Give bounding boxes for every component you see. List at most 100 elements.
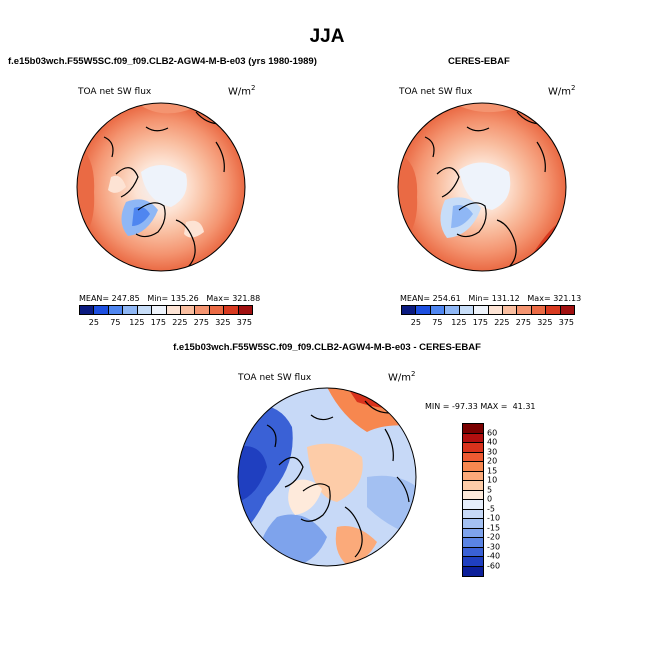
diff-field-greenland [288, 479, 322, 515]
model-colorbar-tick-label: 25 [88, 318, 99, 327]
diff-colorbar-tick-label: -15 [487, 523, 501, 532]
model-colorbar-tick-label: 325 [215, 318, 231, 327]
diff-colorbar-tick-label: 40 [487, 437, 498, 447]
diff-colorbar-box-6 [463, 481, 483, 491]
model-colorbar [79, 305, 253, 315]
model-polar-map [76, 102, 246, 272]
obs-colorbar-tick-label: 75 [432, 318, 443, 327]
diff-colorbar-tick-label: -40 [487, 551, 501, 561]
diff-field-warm-south [335, 526, 377, 565]
model-colorbar-box-7 [180, 306, 196, 314]
obs-colorbar-tick-label: 175 [472, 318, 488, 327]
obs-map-border [397, 102, 567, 272]
model-colorbar-tick-label: 75 [110, 318, 121, 327]
model-colorbar-tick-label: 275 [193, 318, 209, 327]
obs-colorbar-box-6 [488, 306, 503, 314]
diff-colorbar-box-4 [463, 462, 483, 472]
diff-colorbar-box-0 [463, 424, 483, 434]
obs-colorbar-box-8 [517, 306, 532, 314]
diff-field-cold-core [238, 446, 267, 502]
obs-colorbar-box-7 [502, 306, 518, 314]
model-colorbar-ticks: 25 75 125 175 225 275 325 375 [79, 318, 253, 328]
obs-colorbar-box-0 [402, 306, 417, 314]
model-map-border [76, 102, 246, 272]
diff-colorbar-box-7 [463, 490, 483, 500]
obs-colorbar-box-2 [430, 306, 446, 314]
model-coastlines [103, 111, 225, 268]
diff-colorbar-box-14 [463, 557, 483, 567]
figure-title: JJA [309, 26, 345, 47]
diff-colorbar [462, 423, 484, 577]
diff-colorbar-tick-label: -10 [487, 513, 501, 523]
model-panel-label: TOA net SW flux [78, 87, 152, 97]
obs-colorbar-box-10 [546, 306, 561, 314]
diff-colorbar-tick-label: 15 [487, 466, 498, 475]
diff-panel-subtitle: f.e15b03wch.F55W5SC.f09_f09.CLB2-AGW4-M-… [173, 342, 481, 353]
diff-colorbar-tick-label: 60 [487, 428, 498, 437]
model-panel-subtitle: f.e15b03wch.F55W5SC.f09_f09.CLB2-AGW4-M-… [8, 56, 317, 67]
obs-colorbar-box-5 [474, 306, 489, 314]
diff-colorbar-box-2 [463, 443, 483, 453]
diff-coastlines [266, 400, 410, 558]
model-colorbar-box-8 [195, 306, 210, 314]
obs-colorbar-box-9 [531, 306, 547, 314]
model-field-patch-1 [108, 175, 126, 193]
diff-colorbar-tick-label: 5 [487, 485, 493, 494]
diff-map-border [237, 387, 417, 567]
model-colorbar-box-10 [224, 306, 239, 314]
obs-panel-units: W/m2 [548, 84, 576, 98]
model-colorbar-tick-label: 125 [129, 318, 145, 327]
diff-field-warm-center [307, 443, 363, 502]
obs-coastlines [424, 111, 546, 268]
obs-field-greenland-core [451, 205, 473, 228]
model-field-arctic-core [141, 164, 187, 207]
obs-colorbar-tick-label: 375 [558, 318, 574, 327]
model-colorbar-box-6 [166, 306, 181, 314]
model-colorbar-box-0 [80, 306, 95, 314]
diff-colorbar-box-5 [463, 471, 483, 481]
diff-colorbar-box-9 [463, 509, 483, 519]
model-colorbar-box-4 [137, 306, 153, 314]
diff-colorbar-box-11 [463, 528, 483, 538]
diff-colorbar-box-12 [463, 538, 483, 548]
model-colorbar-box-1 [94, 306, 109, 314]
model-panel-units: W/m2 [228, 84, 256, 98]
diff-colorbar-box-13 [463, 547, 483, 557]
obs-colorbar-ticks: 25 75 125 175 225 275 325 375 [401, 318, 575, 328]
obs-field-arctic-core [459, 162, 511, 210]
diff-colorbar-tick-label: 30 [487, 447, 498, 456]
diff-colorbar-box-15 [463, 566, 483, 576]
diff-colorbar-tick-label: -60 [487, 561, 501, 570]
model-colorbar-tick-label: 375 [236, 318, 252, 327]
model-colorbar-box-11 [238, 306, 253, 314]
diff-panel-label: TOA net SW flux [238, 373, 312, 383]
model-colorbar-tick-label: 175 [150, 318, 166, 327]
obs-colorbar-tick-label: 225 [494, 318, 510, 327]
diff-colorbar-box-3 [463, 452, 483, 462]
obs-colorbar-tick-label: 125 [451, 318, 467, 327]
obs-colorbar [401, 305, 575, 315]
diff-colorbar-box-1 [463, 433, 483, 443]
obs-polar-map [397, 102, 567, 272]
diff-panel-units: W/m2 [388, 370, 416, 384]
model-colorbar-box-2 [108, 306, 124, 314]
obs-colorbar-tick-label: 25 [410, 318, 421, 327]
diff-colorbar-tick-label: -20 [487, 532, 501, 542]
obs-colorbar-box-4 [459, 306, 475, 314]
obs-stats: MEAN= 254.61 Min= 131.12 Max= 321.13 [400, 294, 582, 303]
model-colorbar-box-9 [209, 306, 225, 314]
diff-colorbar-tick-label: -30 [487, 542, 501, 551]
model-colorbar-box-5 [152, 306, 167, 314]
diff-stats: MIN = -97.33 MAX = 41.31 [425, 402, 536, 411]
model-field-patch-2 [184, 220, 204, 238]
model-colorbar-tick-label: 225 [172, 318, 188, 327]
diff-polar-map [237, 387, 417, 567]
diff-colorbar-tick-label: -5 [487, 504, 495, 513]
diff-colorbar-box-8 [463, 500, 483, 510]
diff-colorbar-ticks: 60 40 30 20 15 10 5 0 -5 -10 -15 -20 -30 -40 -60 [487, 423, 517, 575]
obs-colorbar-tick-label: 275 [515, 318, 531, 327]
obs-panel-label: TOA net SW flux [399, 87, 473, 97]
obs-colorbar-box-11 [560, 306, 575, 314]
obs-colorbar-tick-label: 325 [537, 318, 553, 327]
model-field-greenland-core [132, 206, 150, 226]
